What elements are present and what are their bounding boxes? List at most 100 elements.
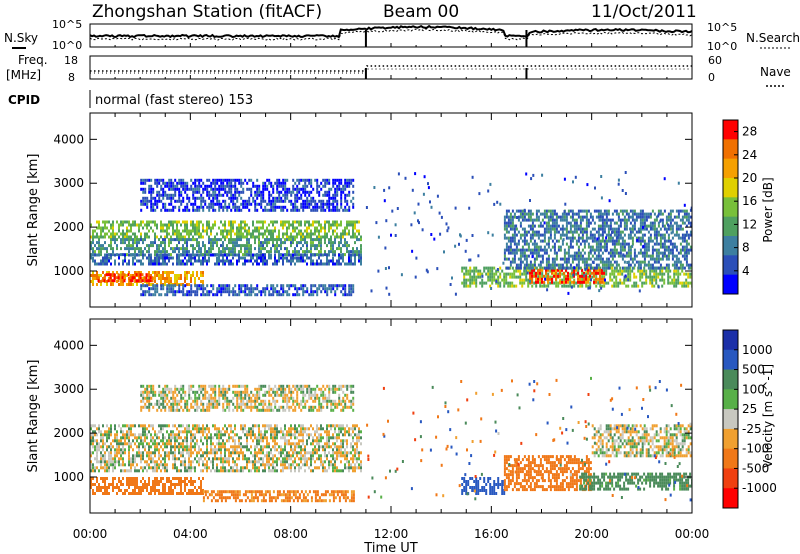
data-cell	[513, 251, 516, 255]
data-cell	[471, 269, 474, 273]
data-speckle	[589, 249, 592, 253]
data-cell	[188, 250, 190, 254]
data-cell	[573, 278, 576, 282]
data-cell	[274, 181, 277, 185]
data-cell	[330, 196, 333, 200]
data-cell	[491, 278, 494, 282]
data-cell	[246, 223, 248, 227]
data-cell	[140, 293, 143, 297]
data-cell	[324, 184, 327, 188]
data-cell	[471, 278, 474, 282]
data-cell	[206, 259, 208, 263]
data-cell	[625, 251, 628, 255]
data-speckle	[375, 221, 378, 225]
data-cell	[224, 199, 227, 203]
data-cell	[300, 238, 302, 242]
data-cell	[328, 226, 330, 230]
data-cell	[587, 257, 590, 261]
data-cell	[278, 256, 280, 260]
data-cell	[645, 272, 648, 276]
data-cell	[238, 256, 240, 260]
data-cell	[150, 202, 153, 206]
data-cell	[318, 199, 321, 203]
data-cell	[330, 238, 332, 242]
data-cell	[577, 236, 580, 240]
data-cell	[557, 281, 560, 285]
data-cell	[162, 226, 164, 230]
data-cell	[304, 187, 307, 191]
data-cell	[98, 250, 100, 254]
data-cell	[312, 284, 315, 288]
data-cell	[609, 278, 612, 282]
data-cell	[146, 290, 149, 294]
data-cell	[519, 269, 522, 273]
data-cell	[543, 239, 546, 243]
data-cell	[264, 205, 267, 209]
data-cell	[290, 208, 293, 212]
data-speckle	[657, 285, 660, 289]
data-cell	[184, 277, 186, 280]
data-speckle	[600, 175, 603, 178]
data-cell	[102, 454, 104, 458]
data-cell	[258, 202, 261, 206]
data-cell	[531, 248, 534, 252]
data-cell	[547, 260, 550, 264]
data-cell	[146, 250, 148, 254]
data-cell	[190, 178, 193, 182]
data-cell	[669, 248, 672, 252]
data-cell	[166, 184, 169, 188]
data-cell	[178, 196, 181, 200]
data-cell	[509, 272, 512, 276]
data-cell	[220, 193, 223, 197]
data-cell	[579, 251, 582, 255]
data-cell	[318, 184, 321, 188]
data-cell	[555, 215, 558, 219]
data-cell	[164, 184, 167, 188]
data-cell	[543, 274, 545, 278]
data-cell	[665, 239, 668, 243]
data-cell	[284, 181, 287, 185]
data-cell	[523, 254, 526, 258]
data-cell	[328, 181, 331, 185]
data-cell	[298, 253, 300, 257]
data-cell	[184, 274, 186, 277]
data-speckle	[373, 186, 376, 189]
data-cell	[595, 280, 597, 284]
data-cell	[342, 184, 345, 188]
data-cell	[679, 242, 682, 246]
data-cell	[535, 212, 538, 216]
data-cell	[659, 272, 662, 276]
data-cell	[573, 218, 576, 222]
data-cell	[611, 269, 614, 273]
data-cell	[312, 238, 314, 242]
data-cell	[611, 278, 614, 282]
data-cell	[130, 463, 132, 467]
data-cell	[643, 239, 646, 243]
data-cell	[180, 181, 183, 185]
data-cell	[214, 187, 217, 191]
data-cell	[358, 232, 360, 236]
data-cell	[104, 454, 106, 458]
data-cell	[312, 196, 315, 200]
data-cell	[667, 251, 670, 255]
data-cell	[567, 257, 570, 261]
data-cell	[296, 235, 298, 239]
data-cell	[212, 284, 215, 288]
data-cell	[226, 232, 228, 236]
data-speckle	[499, 202, 502, 206]
data-cell	[473, 272, 476, 276]
data-cell	[168, 241, 170, 245]
data-cell	[196, 205, 199, 209]
data-cell	[350, 250, 352, 254]
data-cell	[160, 277, 162, 280]
data-cell	[631, 224, 634, 228]
data-cell	[238, 226, 240, 230]
data-cell	[585, 257, 588, 261]
data-cell	[348, 253, 350, 257]
data-cell	[270, 293, 273, 297]
data-cell	[300, 220, 302, 224]
data-cell	[689, 272, 692, 276]
data-cell	[689, 248, 692, 252]
data-cell	[278, 181, 281, 185]
data-cell	[244, 287, 247, 291]
